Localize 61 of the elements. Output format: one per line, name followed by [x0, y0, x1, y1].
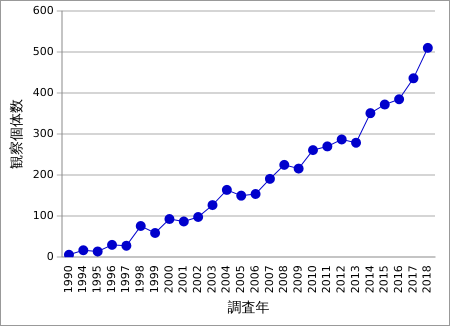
- x-tick-label: 2007: [262, 265, 276, 294]
- x-tick-label: 2010: [306, 265, 319, 294]
- point: [178, 216, 189, 227]
- x-tick-label: 2016: [392, 265, 405, 294]
- point: [250, 189, 261, 200]
- x-tick-label: 1998: [134, 265, 147, 294]
- point: [408, 73, 418, 84]
- point: [78, 245, 88, 256]
- x-tick-label: 1999: [148, 265, 161, 294]
- point: [351, 138, 362, 148]
- point: [121, 240, 132, 251]
- point: [308, 145, 318, 156]
- x-tick-label: 2012: [334, 265, 348, 294]
- point: [236, 190, 246, 201]
- point: [164, 214, 174, 224]
- point: [322, 141, 332, 152]
- point: [64, 250, 74, 258]
- x-tick-label: 1990: [62, 265, 75, 294]
- y-tick-label: 200: [32, 168, 54, 181]
- y-tick-label: 0: [46, 250, 54, 264]
- point: [92, 246, 103, 256]
- x-tick-label: 2017: [406, 265, 420, 294]
- point: [279, 160, 290, 170]
- x-tick-label: 2011: [320, 265, 334, 294]
- y-axis-title: 観察個体数: [9, 99, 26, 170]
- point: [294, 164, 304, 174]
- y-tick-label: 400: [32, 86, 54, 99]
- x-tick-label: 2003: [205, 265, 218, 294]
- y-tick-label: 300: [32, 126, 54, 140]
- point: [380, 100, 390, 110]
- x-tick-label: 2015: [378, 265, 391, 294]
- x-tick-label: 2004: [220, 265, 233, 294]
- y-tick-label: 100: [32, 209, 54, 222]
- x-tick-label: 2001: [176, 265, 190, 294]
- y-tick-label: 500: [32, 44, 54, 58]
- x-tick-label: 2018: [420, 265, 434, 294]
- y-tick-label: 600: [32, 4, 54, 17]
- x-tick-label: 2006: [248, 265, 262, 294]
- point: [193, 212, 204, 222]
- x-tick-label: 2002: [191, 265, 204, 294]
- x-tick-label: 2014: [363, 265, 376, 294]
- x-tick-label: 2008: [277, 265, 290, 294]
- point: [336, 134, 347, 144]
- x-tick-label: 2009: [291, 265, 304, 294]
- x-tick-label: 1994: [76, 265, 90, 294]
- x-axis-title: 調査年: [227, 300, 270, 316]
- x-tick-label: 1995: [90, 265, 104, 294]
- x-tick-label: 2000: [162, 265, 176, 294]
- point: [150, 228, 160, 238]
- x-tick-label: 1997: [119, 265, 132, 294]
- x-tick-label: 2013: [348, 265, 362, 294]
- point: [264, 174, 275, 184]
- point: [394, 94, 404, 104]
- point: [107, 240, 118, 250]
- point: [222, 184, 232, 195]
- point: [365, 108, 376, 118]
- x-tick-label: 1996: [104, 265, 118, 294]
- point: [422, 42, 433, 53]
- x-tick-label: 2005: [234, 265, 248, 294]
- point: [208, 200, 218, 210]
- point: [136, 221, 146, 232]
